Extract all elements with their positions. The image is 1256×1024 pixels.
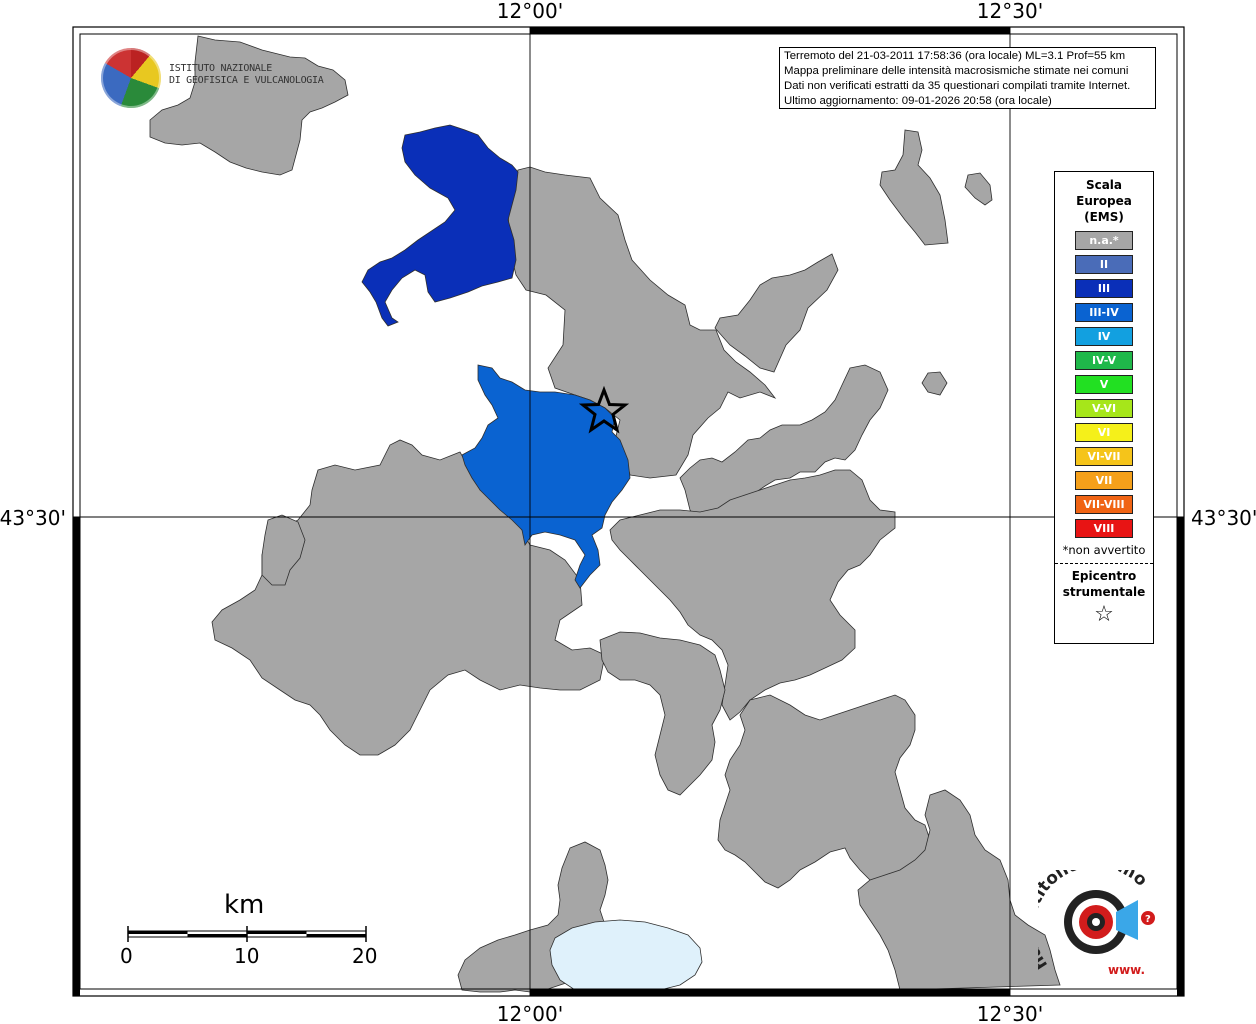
scale-label-20: 20 [352,944,378,968]
comune-na-east-dot [921,371,948,396]
legend-title-line-3: (EMS) [1084,210,1124,224]
comune-na-east-large [609,469,896,721]
scale-bar [127,926,367,942]
epicenter-star [578,385,630,434]
intensity-legend: Scala Europea (EMS) n.a.* II III III-IV IV IV… [1054,171,1154,644]
comune-na-east-small [879,129,949,246]
legend-item-7: V-VI [1075,399,1133,418]
legend-item-4: IV [1075,327,1133,346]
event-info-line-4: Ultimo aggiornamento: 09-01-2026 20:58 (… [784,95,1052,107]
graticule [73,27,1184,996]
legend-epicenter-label: Epicentro strumentale [1055,568,1153,600]
event-info-line-1: Terremoto del 21-03-2011 17:58:36 (ora l… [784,50,1126,62]
comune-na-north-east [714,253,839,373]
legend-item-3: III-IV [1075,303,1133,322]
event-info-line-2: Mappa preliminare delle intensità macros… [784,65,1129,77]
comune-na-south-east-far [857,789,1061,991]
scale-label-10: 10 [234,944,260,968]
lon-label-top-1: 12°00' [497,0,563,23]
globe-icon [101,48,161,108]
legend-items: n.a.* II III III-IV IV IV-V V V-VI VI VI-VII VII VI… [1055,231,1153,538]
ingv-name: ISTITUTO NAZIONALE DI GEOFISICA E VULCAN… [169,63,324,87]
lon-label-bottom-2: 12°30' [977,1002,1043,1024]
comune-III-IV [461,364,631,589]
legend-item-1: II [1075,255,1133,274]
comune-na-west-strip [261,514,306,586]
comune-na-south-center [599,631,726,796]
legend-item-2: III [1075,279,1133,298]
ingv-logo: ISTITUTO NAZIONALE DI GEOFISICA E VULCAN… [101,48,324,110]
lake [549,919,703,994]
legend-title: Scala Europea (EMS) [1055,177,1153,225]
comune-na-east-tiny [964,172,993,206]
comune-na-center-north [507,166,777,479]
hsit-logo: haisentitoilterremoto.it www. ? [1038,870,1155,977]
map-frame [72,26,1185,997]
legend-item-6: V [1075,375,1133,394]
lat-label-left: 43°30' [0,506,66,530]
event-info-box: Terremoto del 21-03-2011 17:58:36 (ora l… [779,47,1156,109]
legend-separator [1055,563,1153,564]
comune-III [361,124,519,327]
lat-label-right: 43°30' [1191,506,1256,530]
legend-epicenter-line-1: Epicentro [1071,569,1137,583]
ingv-line-2: DI GEOFISICA E VULCANOLOGIA [169,75,324,86]
ingv-line-1: ISTITUTO NAZIONALE [169,63,272,74]
lon-label-bottom-1: 12°00' [497,1002,563,1024]
legend-item-9: VI-VII [1075,447,1133,466]
legend-item-5: IV-V [1075,351,1133,370]
comune-na-nw [149,35,349,176]
legend-item-0: n.a.* [1075,231,1133,250]
event-info-line-3: Dati non verificati estratti da 35 quest… [784,80,1131,92]
legend-item-8: VI [1075,423,1133,442]
legend-item-10: VII [1075,471,1133,490]
legend-title-line-2: Europea [1076,194,1132,208]
legend-note: *non avvertito [1062,543,1146,557]
legend-title-line-1: Scala [1085,178,1123,192]
legend-epicenter-line-2: strumentale [1062,585,1146,599]
svg-text:?: ? [1145,914,1151,925]
hsit-logo-www: www. [1108,963,1145,977]
scale-unit: km [224,890,265,920]
legend-item-11: VII-VIII [1075,495,1133,514]
legend-item-12: VIII [1075,519,1133,538]
star-icon: ☆ [1094,602,1114,627]
regions-na [149,35,1061,993]
scale-label-0: 0 [120,944,133,968]
lon-label-top-2: 12°30' [977,0,1043,23]
